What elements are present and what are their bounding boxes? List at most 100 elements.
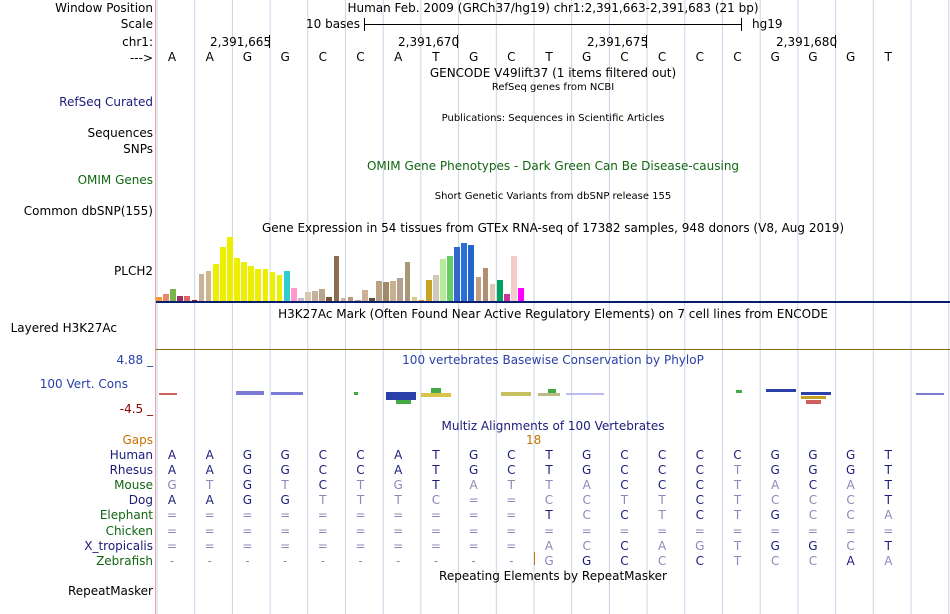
species-label[interactable]: X_tropicalis (84, 538, 153, 553)
gtex-tissue-bar[interactable] (198, 274, 205, 302)
gtex-tissue-bar[interactable] (205, 271, 212, 302)
common-dbsnp-label[interactable]: Common dbSNP(155) (23, 204, 153, 218)
refseq-track-title[interactable]: RefSeq genes from NCBI (491, 82, 615, 93)
gtex-tissue-bar[interactable] (241, 262, 247, 302)
alignment-base: = (430, 523, 441, 538)
gtex-tissue-bar[interactable] (248, 266, 255, 302)
gencode-track-title[interactable]: GENCODE V49lift37 (1 items filtered out) (429, 66, 677, 80)
gtex-tissue-bar[interactable] (468, 245, 475, 302)
gtex-tissue-bar[interactable] (333, 256, 340, 302)
gtex-tissue-bar[interactable] (404, 262, 411, 302)
phylop-track-title[interactable]: 100 vertebrates Basewise Conservation by… (402, 353, 704, 367)
gtex-tissue-bar[interactable] (170, 289, 176, 302)
layered-h3k27ac-label[interactable]: Layered H3K27Ac (10, 321, 117, 335)
gtex-tissue-bar[interactable] (518, 288, 524, 302)
gtex-tissue-bar[interactable] (511, 256, 517, 302)
gtex-tissue-bar[interactable] (376, 281, 382, 302)
alignment-base: - (169, 553, 175, 568)
gtex-tissue-bar[interactable] (432, 275, 439, 302)
gtex-tissue-bar[interactable] (390, 281, 397, 302)
phylop-glyph-4 (386, 392, 416, 404)
dbsnp-track-title[interactable]: Short Genetic Variants from dbSNP releas… (434, 191, 672, 202)
gtex-tissue-bar[interactable] (397, 278, 404, 302)
phylop-conservation-glyphs (159, 388, 944, 404)
alignment-base: G (242, 478, 253, 493)
gtex-tissue-bar[interactable] (383, 282, 389, 302)
alignment-base: A (205, 493, 214, 508)
multiz-track-title[interactable]: Multiz Alignments of 100 Vertebrates (441, 419, 665, 433)
gtex-tissue-bar[interactable] (276, 275, 283, 302)
alignment-base: = (355, 508, 366, 523)
gtex-tissue-bar[interactable] (447, 256, 453, 302)
species-label[interactable]: Chicken (105, 523, 153, 538)
alignment-base: G (770, 448, 780, 462)
repeatmasker-label[interactable]: RepeatMasker (67, 584, 153, 598)
gtex-tissue-bar[interactable] (184, 296, 191, 302)
gtex-tissue-bar[interactable] (312, 291, 318, 302)
gtex-tissue-bar[interactable] (290, 288, 297, 302)
alignment-base: = (468, 508, 479, 523)
gtex-tissue-bar[interactable] (156, 297, 162, 302)
gtex-tissue-bar[interactable] (454, 247, 460, 302)
species-label[interactable]: Zebrafish (96, 553, 153, 568)
gtex-tissue-bar[interactable] (461, 243, 468, 302)
snps-label[interactable]: SNPs (123, 142, 153, 156)
alignment-base: T (206, 478, 214, 493)
alignment-row: = = = = = = = = = = = = = = = = = = = = (156, 524, 950, 538)
gtex-track-title[interactable]: Gene Expression in 54 tissues from GTEx … (261, 221, 845, 235)
gtex-tissue-bar[interactable] (177, 296, 184, 302)
h3k27ac-track-title[interactable]: H3K27Ac Mark (Often Found Near Active Re… (278, 307, 828, 321)
sequences-label[interactable]: Sequences (87, 126, 153, 140)
gtex-tissue-bar[interactable] (411, 297, 418, 302)
gtex-tissue-bar[interactable] (503, 294, 510, 302)
species-label[interactable]: Rhesus (109, 463, 153, 478)
alignment-base: C (657, 478, 667, 493)
alignment-base: A (205, 463, 214, 478)
gtex-tissue-bar[interactable] (496, 280, 503, 302)
omim-genes-label[interactable]: OMIM Genes (77, 173, 153, 187)
alignment-base: = (468, 493, 479, 508)
gtex-tissue-bar[interactable] (255, 269, 262, 302)
gtex-tissue-bar[interactable] (482, 268, 489, 302)
gtex-tissue-bar[interactable] (425, 280, 432, 302)
gtex-tissue-bar[interactable] (369, 298, 375, 302)
phylop-glyph-9 (916, 393, 944, 395)
refseq-curated-label[interactable]: RefSeq Curated (59, 95, 153, 109)
publications-track-title[interactable]: Publications: Sequences in Scientific Ar… (441, 113, 665, 124)
gtex-tissue-bar[interactable] (440, 259, 446, 302)
plch2-label[interactable]: PLCH2 (114, 264, 153, 278)
gtex-tissue-bar[interactable] (326, 297, 333, 302)
gtex-tissue-bar[interactable] (262, 269, 269, 302)
vert-cons-label[interactable]: 100 Vert. Cons (39, 377, 128, 391)
gtex-expression-bars[interactable] (156, 236, 950, 302)
alignment-base: G (808, 448, 818, 462)
gtex-tissue-bar[interactable] (234, 258, 240, 302)
species-label[interactable]: Human (109, 448, 153, 462)
gtex-tissue-bar[interactable] (340, 298, 347, 302)
alignment-base: - (396, 553, 401, 568)
gtex-tissue-bar[interactable] (475, 277, 482, 302)
gtex-tissue-bar[interactable] (347, 297, 354, 302)
ruler-tick (269, 35, 270, 48)
gtex-tissue-bar[interactable] (212, 264, 219, 302)
species-label[interactable]: Mouse (114, 478, 153, 493)
gtex-tissue-bar[interactable] (319, 289, 326, 302)
alignment-base: C (657, 448, 667, 462)
alignment-base: = (581, 523, 592, 538)
repeatmasker-track-title[interactable]: Repeating Elements by RepeatMasker (439, 569, 667, 583)
gtex-tissue-bar[interactable] (163, 294, 169, 302)
gtex-tissue-bar[interactable] (283, 271, 290, 302)
gtex-tissue-bar[interactable] (489, 284, 496, 302)
gtex-tissue-bar[interactable] (305, 292, 311, 302)
gtex-tissue-bar[interactable] (227, 237, 233, 302)
omim-track-title[interactable]: OMIM Gene Phenotypes - Dark Green Can Be… (366, 159, 740, 173)
alignment-base: = (166, 538, 178, 553)
gtex-tissue-bar[interactable] (298, 298, 304, 302)
gtex-tissue-bar[interactable] (219, 247, 226, 302)
alignment-base: - (509, 553, 514, 568)
gtex-tissue-bar[interactable] (269, 272, 276, 302)
species-label[interactable]: Dog (128, 493, 153, 508)
gtex-tissue-bar[interactable] (361, 290, 368, 302)
species-label[interactable]: Elephant (99, 508, 153, 523)
alignment-base: G (770, 463, 780, 478)
